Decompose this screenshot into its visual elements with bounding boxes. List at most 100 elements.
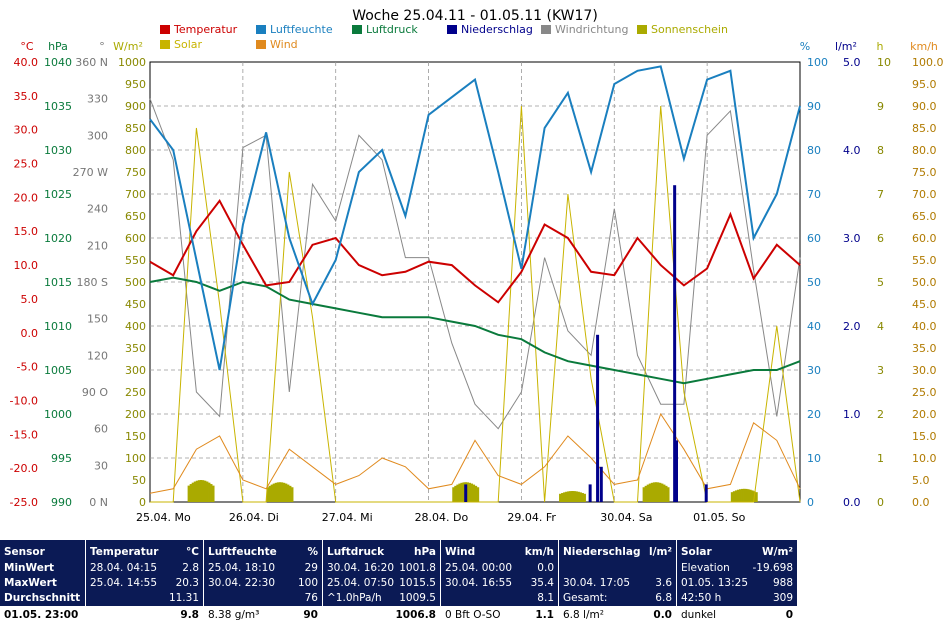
sunshine-bar — [583, 493, 586, 502]
precipitation-bar — [599, 466, 603, 502]
solar-tick-label: 100 — [125, 452, 146, 465]
stats-row: 25.04. 14:55 20.3 — [90, 576, 199, 590]
humidity-tick-label: 60 — [807, 232, 821, 245]
sunshine-bar — [284, 483, 288, 502]
sunshine-bar — [563, 492, 566, 502]
stats-row-value: 11.31 — [168, 592, 199, 604]
sunshine-bar — [268, 485, 271, 502]
rain-tick-label: 3.0 — [843, 232, 861, 245]
stats-row-value: 20.3 — [175, 577, 199, 589]
stats-time: 01.05. 23:00 — [4, 609, 79, 621]
x-tick-label: 26.04. Di — [229, 511, 279, 524]
temp-tick-label: 40.0 — [14, 56, 39, 69]
stats-row-label: 01.05. 13:25 — [681, 577, 748, 589]
solar-tick-label: 800 — [125, 144, 146, 157]
precipitation-bar — [588, 484, 592, 502]
precipitation-bar — [704, 484, 708, 502]
stats-header-unit: % — [307, 546, 318, 558]
temp-tick-label: -10.0 — [10, 394, 38, 407]
sunshine-bar — [291, 487, 294, 502]
direction-tick-label: 90 O — [82, 386, 108, 399]
legend-swatch — [256, 25, 266, 34]
x-tick-label: 30.04. Sa — [600, 511, 652, 524]
series-line-solar — [150, 105, 801, 503]
stats-row-value: 309 — [772, 592, 793, 604]
wind-tick-label: 55.0 — [912, 254, 937, 267]
sunshine-bar — [470, 483, 474, 502]
solar-tick-label: 50 — [132, 474, 146, 487]
sunshine-bar — [280, 482, 284, 502]
x-tick-label: 27.04. Mi — [322, 511, 373, 524]
sunshine-bar — [559, 493, 562, 502]
legend-label: Luftdruck — [366, 23, 418, 36]
humidity-tick-label: 70 — [807, 188, 821, 201]
temp-tick-label: 30.0 — [14, 124, 39, 137]
sunshine-bar — [212, 485, 215, 502]
humidity-tick-label: 40 — [807, 320, 821, 333]
humidity-tick-label: 90 — [807, 100, 821, 113]
sunshine-bar — [644, 485, 648, 502]
stats-header-label: Luftfeuchte — [208, 546, 277, 558]
series-line-wind — [149, 412, 801, 494]
axis-unit-label: % — [800, 40, 810, 53]
temp-tick-label: 15.0 — [14, 225, 39, 238]
legend: Temperatur Luftfeuchte Luftdruck Niederschl… — [160, 23, 728, 51]
sunshine-bar — [658, 482, 662, 502]
right-axes: 10090807060504030201005.04.03.02.01.00.0… — [807, 56, 944, 509]
wind-tick-label: 30.0 — [912, 364, 937, 377]
legend-swatch — [160, 25, 170, 34]
stats-row: 11.31 — [90, 591, 199, 605]
stats-current-label: dunkel — [681, 609, 717, 621]
stats-current-value: 1006.8 — [395, 609, 436, 621]
direction-tick-label: 240 — [87, 203, 108, 216]
x-axis-labels: 25.04. Mo 26.04. Di 27.04. Mi 28.04. Do 29.0… — [136, 511, 746, 524]
temp-tick-label: -25.0 — [10, 496, 38, 509]
wind-tick-label: 60.0 — [912, 232, 937, 245]
sunshine-bar — [656, 482, 660, 502]
legend-swatch — [352, 25, 362, 34]
stats-header: Luftfeuchte% — [208, 545, 318, 559]
stats-current: 9.8 — [86, 606, 203, 625]
stats-row-value: 29 — [304, 562, 318, 574]
sunshine-bar — [286, 484, 290, 502]
precipitation-bars — [464, 185, 708, 502]
x-tick-label: 25.04. Mo — [136, 511, 191, 524]
sunshine-bar — [203, 480, 207, 502]
axis-unit-label: °C — [20, 40, 34, 53]
wind-tick-label: 85.0 — [912, 122, 937, 135]
stats-current-label: 0 Bft O-SO — [445, 609, 501, 621]
stats-header-unit: °C — [186, 546, 199, 558]
sunshine-bar — [642, 487, 646, 502]
humidity-tick-label: 30 — [807, 364, 821, 377]
weather-chart: Woche 25.04.11 - 01.05.11 (KW17) Tempera… — [10, 8, 944, 524]
sunshine-bar — [274, 482, 278, 502]
pressure-tick-label: 990 — [51, 496, 72, 509]
solar-tick-label: 550 — [125, 254, 146, 267]
sunshine-bar — [266, 487, 269, 502]
statistics-panel: Sensor MinWert MaxWert Durchschnitt 01.0… — [0, 540, 798, 625]
solar-tick-label: 900 — [125, 100, 146, 113]
legend-swatch — [160, 40, 170, 49]
stats-row: 30.04. 16:20 1001.8 — [327, 561, 436, 575]
pressure-tick-label: 1030 — [44, 144, 72, 157]
legend-swatch — [637, 25, 647, 34]
stats-humidity-column: Luftfeuchte% 25.04. 18:10 29 30.04. 22:30 10… — [204, 540, 323, 625]
sun-hours-tick-label: 5 — [877, 276, 884, 289]
series-line-luftdruck — [149, 276, 801, 385]
humidity-tick-label: 100 — [807, 56, 828, 69]
rain-tick-label: 4.0 — [843, 144, 861, 157]
sunshine-bar — [206, 481, 209, 502]
sunshine-bar — [747, 489, 750, 502]
sunshine-bar — [739, 489, 742, 502]
stats-max-label: MaxWert — [4, 577, 57, 589]
legend-label: Niederschlag — [461, 23, 533, 36]
wind-tick-label: 20.0 — [912, 408, 937, 421]
temp-tick-label: 35.0 — [14, 90, 39, 103]
stats-precipitation-column: Niederschlag l/m² 30.04. 17:05 3.6 Gesamt: 6.… — [559, 540, 677, 625]
wind-tick-label: 45.0 — [912, 298, 937, 311]
stats-time-cell: 01.05. 23:00 — [0, 606, 85, 625]
humidity-tick-label: 50 — [807, 276, 821, 289]
stats-avg-label: Durchschnitt — [4, 592, 81, 604]
sun-hours-tick-label: 10 — [877, 56, 891, 69]
stats-header-unit: l/m² — [649, 546, 672, 558]
